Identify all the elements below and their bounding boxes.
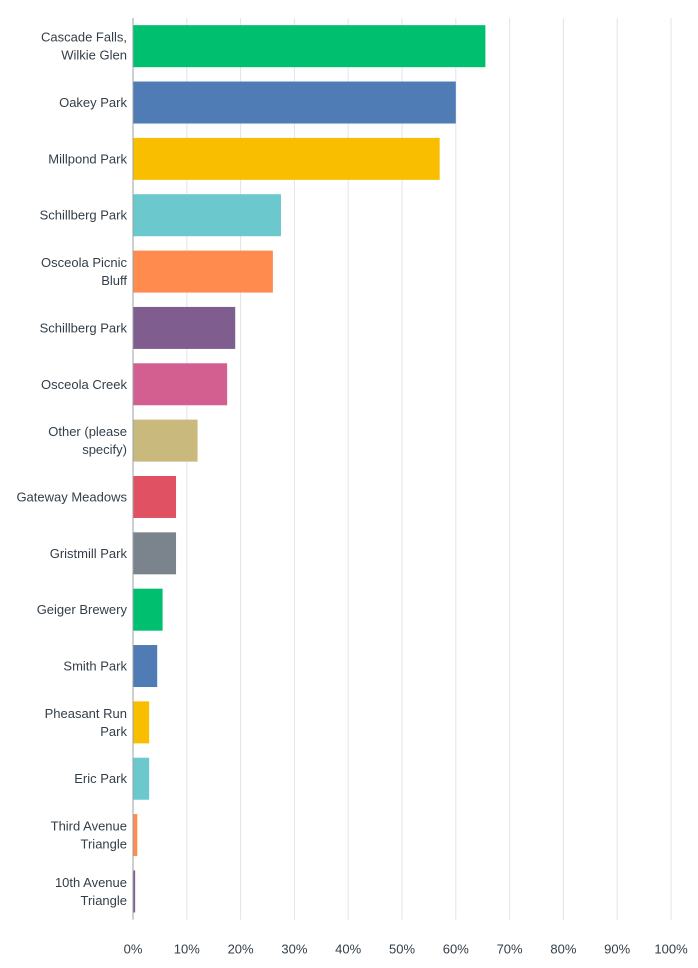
bar bbox=[133, 194, 281, 237]
x-tick-labels: 0% 10% 20% 30% 40% 50% 60% 70% 80% 90% 100% bbox=[124, 942, 688, 957]
category-labels: Cascade Falls, Wilkie Glen Oakey Park Millp… bbox=[16, 30, 127, 908]
bar bbox=[133, 25, 486, 68]
bar bbox=[133, 363, 228, 406]
x-tick-label: 70% bbox=[497, 942, 523, 957]
bar bbox=[133, 137, 440, 180]
x-tick-label: 80% bbox=[550, 942, 576, 957]
category-label: Eric Park bbox=[74, 771, 127, 786]
category-label: Osceola Creek bbox=[41, 377, 127, 392]
category-label: Geiger Brewery bbox=[37, 602, 128, 617]
bar bbox=[133, 475, 177, 518]
bar bbox=[133, 645, 158, 688]
x-tick-label: 100% bbox=[654, 942, 688, 957]
category-label: Smith Park bbox=[63, 659, 127, 674]
bar bbox=[133, 701, 150, 744]
category-label: specify) bbox=[82, 442, 127, 457]
bar bbox=[133, 814, 138, 857]
bar bbox=[133, 588, 163, 631]
category-label: Third Avenue bbox=[51, 819, 127, 834]
x-tick-label: 20% bbox=[228, 942, 254, 957]
category-label: 10th Avenue bbox=[55, 875, 127, 890]
category-label: Bluff bbox=[101, 273, 127, 288]
category-label: Oakey Park bbox=[59, 95, 127, 110]
x-tick-label: 40% bbox=[335, 942, 361, 957]
x-tick-label: 60% bbox=[443, 942, 469, 957]
x-tick-label: 50% bbox=[389, 942, 415, 957]
bar bbox=[133, 250, 273, 293]
category-label: Schillberg Park bbox=[40, 320, 128, 335]
category-label: Triangle bbox=[81, 837, 127, 852]
bar bbox=[133, 532, 177, 575]
category-label: Millpond Park bbox=[48, 151, 127, 166]
bar bbox=[133, 870, 136, 913]
category-label: Gateway Meadows bbox=[16, 489, 127, 504]
bar bbox=[133, 81, 456, 124]
category-label: Triangle bbox=[81, 893, 127, 908]
category-label: Gristmill Park bbox=[50, 546, 128, 561]
x-tick-label: 10% bbox=[174, 942, 200, 957]
category-label: Osceola Picnic bbox=[41, 255, 127, 270]
category-label: Pheasant Run bbox=[45, 706, 127, 721]
bar bbox=[133, 306, 236, 349]
x-tick-label: 90% bbox=[604, 942, 630, 957]
category-label: Other (please bbox=[48, 424, 127, 439]
category-label: Wilkie Glen bbox=[61, 48, 127, 63]
category-label: Cascade Falls, bbox=[41, 30, 127, 45]
bar bbox=[133, 419, 198, 462]
x-tick-label: 30% bbox=[281, 942, 307, 957]
x-tick-label: 0% bbox=[124, 942, 143, 957]
bar bbox=[133, 757, 150, 800]
category-label: Schillberg Park bbox=[40, 208, 128, 223]
bars-group bbox=[133, 25, 486, 913]
category-label: Park bbox=[100, 724, 127, 739]
